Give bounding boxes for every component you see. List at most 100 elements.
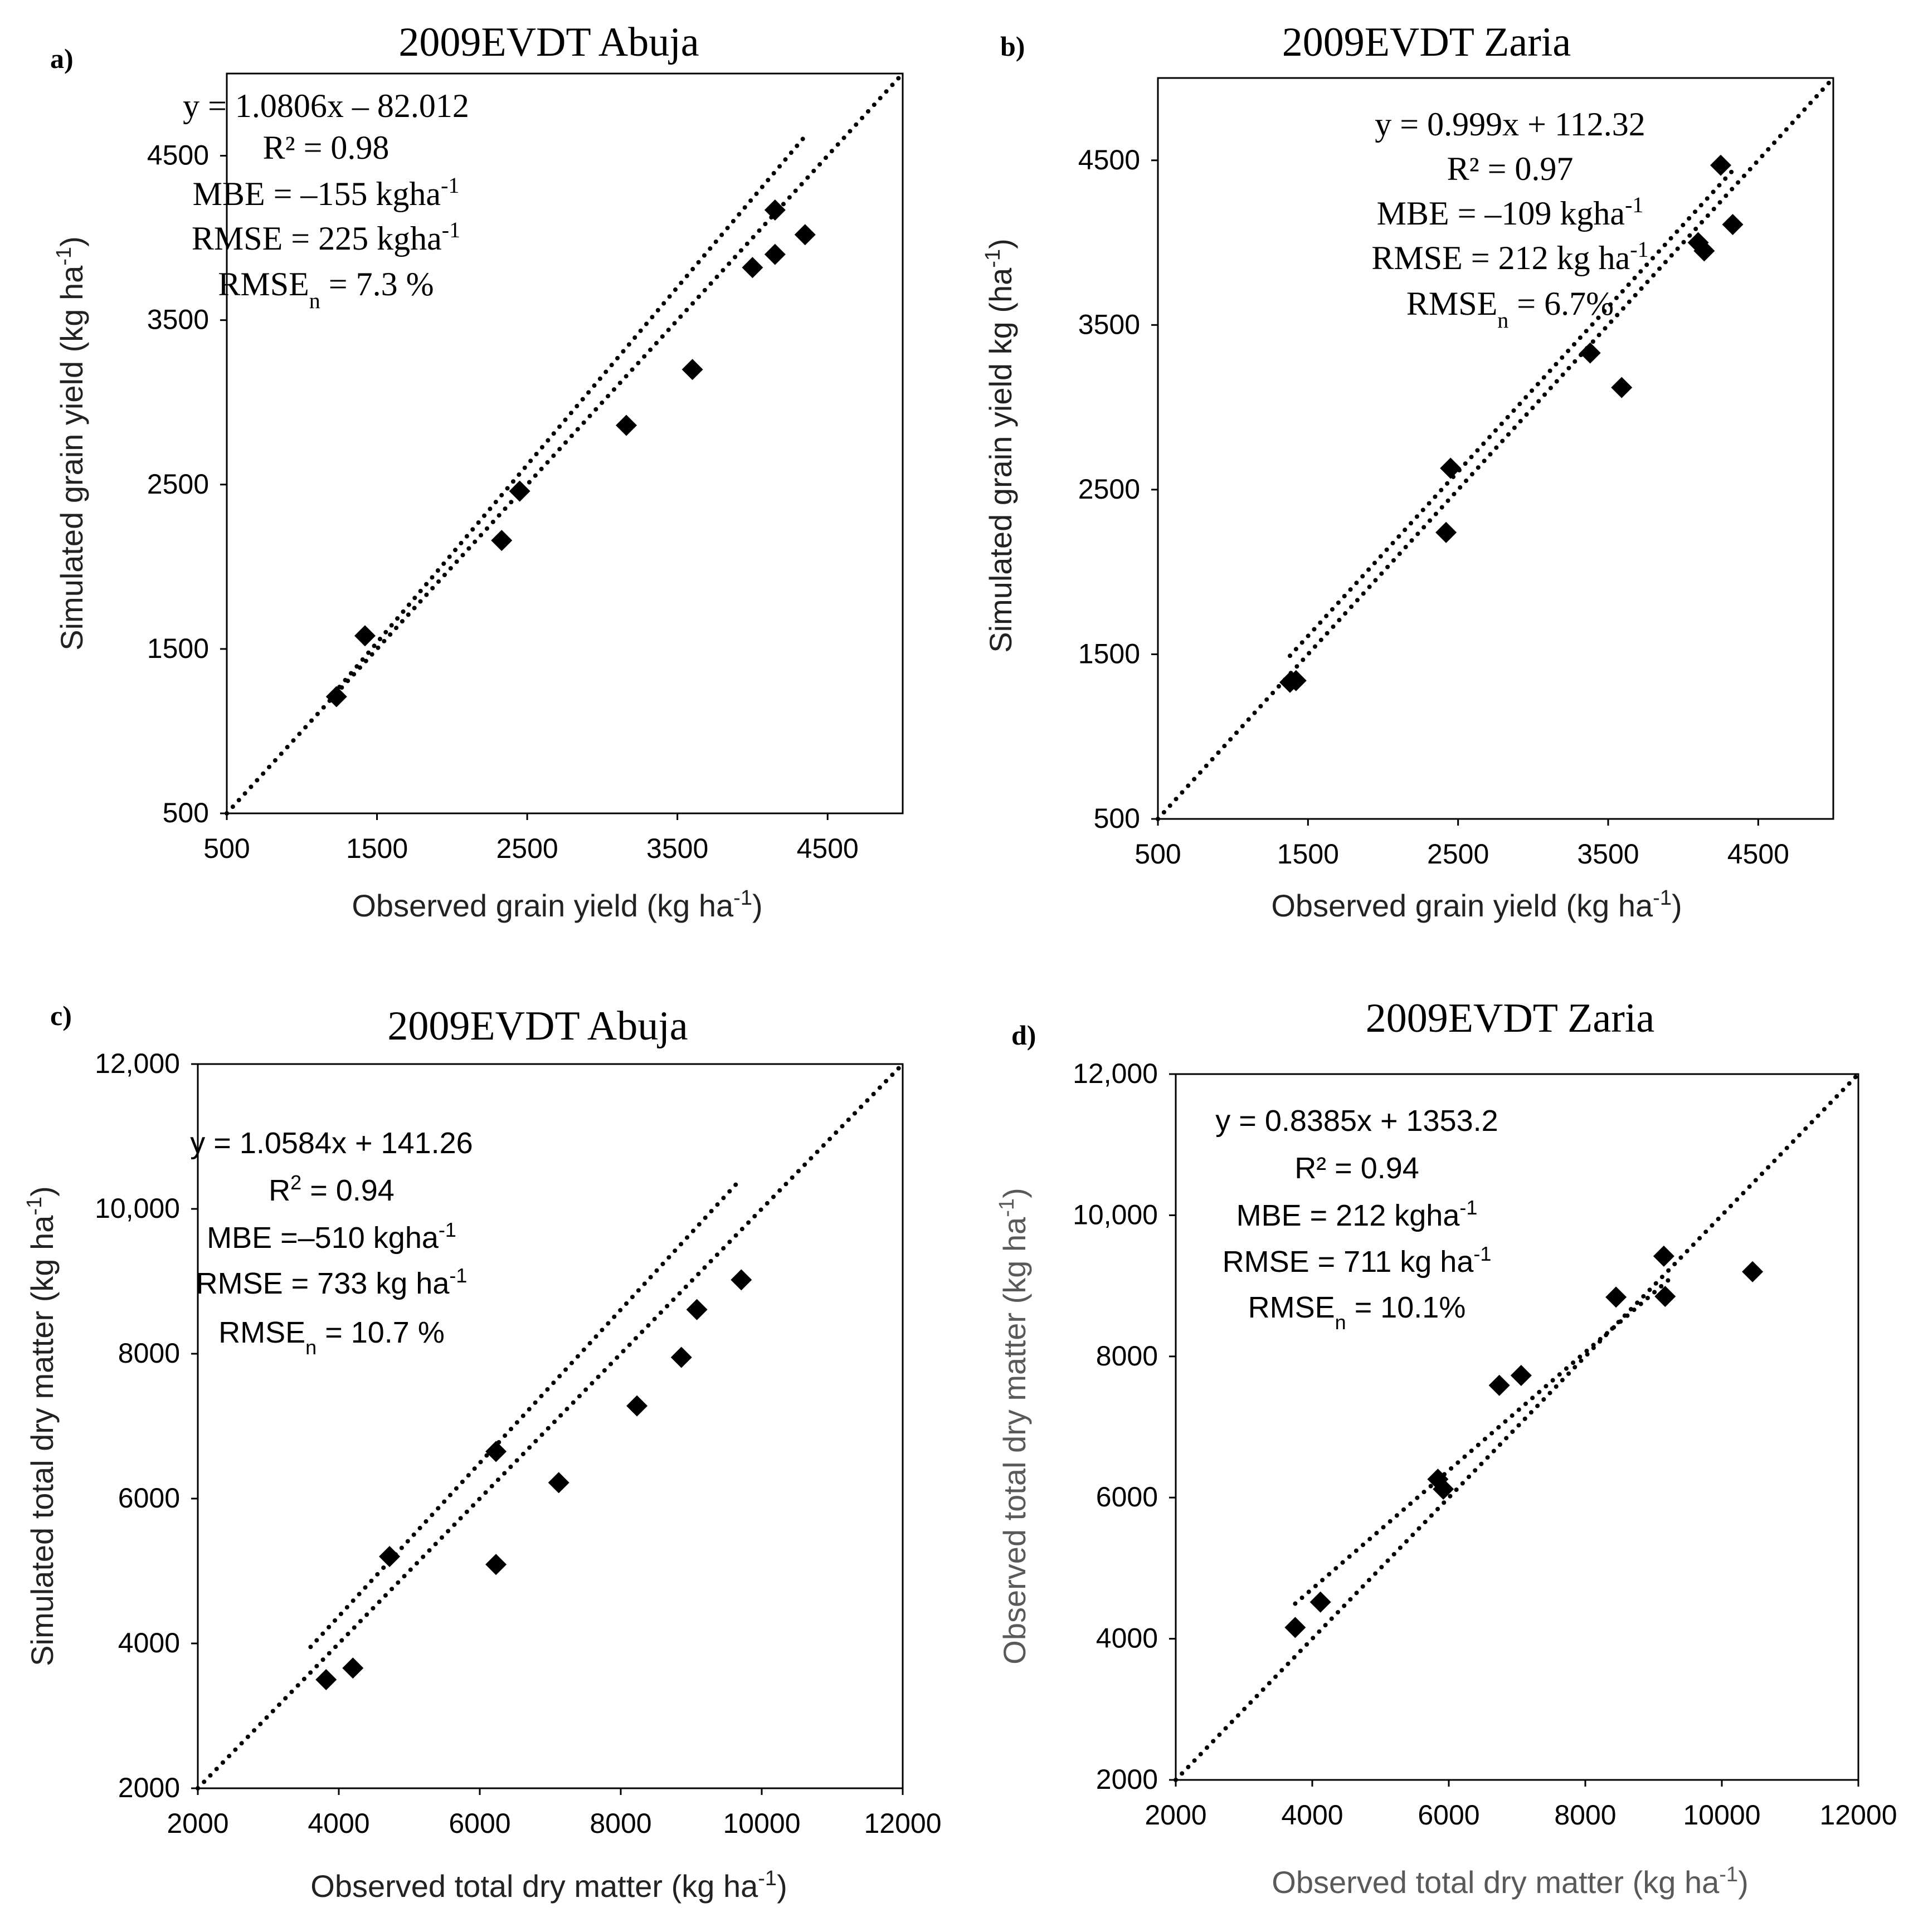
data-point <box>764 243 786 265</box>
annotation-text: RMSE <box>218 1316 305 1349</box>
y-tick-label: 1500 <box>1078 638 1140 669</box>
data-point <box>670 1346 692 1368</box>
y-tick-label: 4500 <box>147 140 209 171</box>
annotation-line: R2 = 0.94 <box>269 1171 395 1208</box>
annotation-line: MBE = –155 kgha-1 <box>193 173 460 213</box>
annotation-text: RMSE = 212 kg ha <box>1371 240 1630 276</box>
y-axis-title-close: ) <box>997 1188 1032 1198</box>
y-tick-label: 8000 <box>118 1338 180 1369</box>
x-tick-label: 8000 <box>590 1808 651 1839</box>
x-axis-title-text: Observed grain yield (kg ha <box>1271 888 1653 923</box>
data-point <box>794 224 816 246</box>
data-point <box>1510 1365 1532 1387</box>
annotation-superscript: -1 <box>449 1264 467 1287</box>
chart-panel-c: 2000 4000 6000 8000 10,000 12,000 2000 4000 6000… <box>23 1000 942 1904</box>
panel-label: d) <box>1011 1019 1036 1051</box>
annotation-text: RMSE = 225 kgha <box>192 220 442 257</box>
regression-line <box>337 134 807 690</box>
annotation-text: = 7.3 % <box>320 266 434 303</box>
annotation-text: RMSE <box>1406 285 1497 322</box>
annotation-text: RMSE <box>218 266 309 303</box>
annotation-text: MBE = 212 kgha <box>1236 1199 1460 1232</box>
data-point <box>1742 1261 1764 1282</box>
x-axis-title: Observed total dry matter (kg ha-1) <box>1272 1863 1748 1900</box>
y-tick-label: 4000 <box>1096 1623 1158 1654</box>
y-axis-title-close: ) <box>983 238 1018 249</box>
annotation-text: = 10.1% <box>1346 1291 1466 1324</box>
chart-title: 2009EVDT Abuja <box>398 19 699 65</box>
data-point <box>1435 521 1457 543</box>
x-axis-title-superscript: -1 <box>1653 886 1672 910</box>
annotation-text: MBE =–510 kgha <box>207 1221 439 1255</box>
x-tick-label: 12000 <box>1819 1799 1897 1831</box>
data-point <box>325 686 347 708</box>
x-tick-label: 3500 <box>1577 838 1639 870</box>
annotation-text: R² = 0.98 <box>263 129 390 166</box>
chart-panel-d: 2000 4000 6000 8000 10,000 12,000 2000 4000 6000… <box>995 996 1897 1900</box>
regression-line <box>1293 1272 1677 1606</box>
annotation-text: y = 0.8385x + 1353.2 <box>1215 1104 1498 1138</box>
y-tick-label: 3500 <box>1078 309 1140 340</box>
data-point <box>1693 240 1715 262</box>
annotation-text: = 6.7% <box>1508 285 1614 322</box>
annotation-subscript: n <box>309 288 320 313</box>
y-axis-title: Simulated total dry matter (kg ha-1) <box>23 1186 60 1666</box>
annotation-superscript: -1 <box>1473 1242 1491 1265</box>
data-point <box>315 1669 337 1690</box>
x-axis-title-close: ) <box>1738 1865 1749 1900</box>
data-point <box>1722 214 1744 236</box>
data-point <box>1611 377 1633 398</box>
y-axis-title-text: Observed total dry matter (kg ha <box>997 1217 1032 1665</box>
y-axis-title-text: Simulated total dry matter (kg ha <box>25 1215 60 1666</box>
chart-title: 2009EVDT Zaria <box>1282 19 1571 65</box>
y-tick-label: 4500 <box>1078 144 1140 175</box>
x-axis-title: Observed grain yield (kg ha-1) <box>1271 886 1682 923</box>
data-point <box>681 359 703 380</box>
data-point <box>342 1657 364 1679</box>
data-point <box>548 1472 569 1494</box>
x-tick-label: 2000 <box>167 1808 228 1839</box>
x-tick-label: 4500 <box>1727 838 1789 870</box>
panel-label: a) <box>50 43 74 74</box>
annotation-superscript: -1 <box>442 217 460 242</box>
annotation-text: RMSE <box>1248 1291 1335 1324</box>
annotation-line: R² = 0.98 <box>263 129 390 166</box>
x-axis-title-close: ) <box>1672 888 1682 923</box>
y-axis-title-close: ) <box>25 1186 60 1197</box>
y-tick-label: 2000 <box>118 1772 180 1803</box>
annotation-text: y = 1.0584x + 141.26 <box>190 1126 473 1160</box>
y-tick-label: 6000 <box>118 1482 180 1514</box>
panel-label: b) <box>1000 31 1025 62</box>
y-axis-title-superscript: -1 <box>52 247 76 266</box>
plot-frame <box>1157 77 1834 820</box>
annotation-line: MBE = 212 kgha-1 <box>1236 1196 1478 1233</box>
x-tick-label: 2500 <box>496 833 558 864</box>
x-tick-label: 4500 <box>797 833 859 864</box>
data-point <box>1285 670 1307 691</box>
one-to-one-line <box>1174 1072 1861 1782</box>
y-axis-title-superscript: -1 <box>981 249 1005 268</box>
y-axis-title: Observed total dry matter (kg ha-1) <box>995 1188 1032 1664</box>
x-axis-title-superscript: -1 <box>758 1867 777 1890</box>
data-point <box>616 414 637 436</box>
annotation-line: y = 0.8385x + 1353.2 <box>1215 1104 1498 1138</box>
y-tick-label: 12,000 <box>1073 1058 1158 1089</box>
annotation-line: RMSEn = 7.3 % <box>218 266 434 313</box>
data-point <box>1654 1286 1676 1307</box>
y-tick-label: 12,000 <box>95 1048 180 1079</box>
annotation-line: y = 1.0806x – 82.012 <box>183 87 469 124</box>
y-axis-title-text: Simulated grain yield kg (ha <box>983 267 1018 653</box>
data-point <box>354 625 376 647</box>
annotation-line: RMSE = 212 kg ha-1 <box>1371 237 1648 277</box>
data-point <box>1488 1374 1510 1396</box>
y-tick-label: 10,000 <box>95 1193 180 1224</box>
annotation-line: RMSE = 733 kg ha-1 <box>196 1264 468 1301</box>
data-point <box>1579 342 1601 364</box>
regression-line <box>308 1177 743 1650</box>
data-point <box>1433 1478 1454 1500</box>
annotation-text: y = 0.999x + 112.32 <box>1375 106 1645 143</box>
annotation-text: = 10.7 % <box>317 1316 445 1349</box>
y-axis-title-close: ) <box>54 236 89 247</box>
x-tick-label: 1500 <box>346 833 408 864</box>
x-tick-label: 2000 <box>1145 1799 1206 1831</box>
